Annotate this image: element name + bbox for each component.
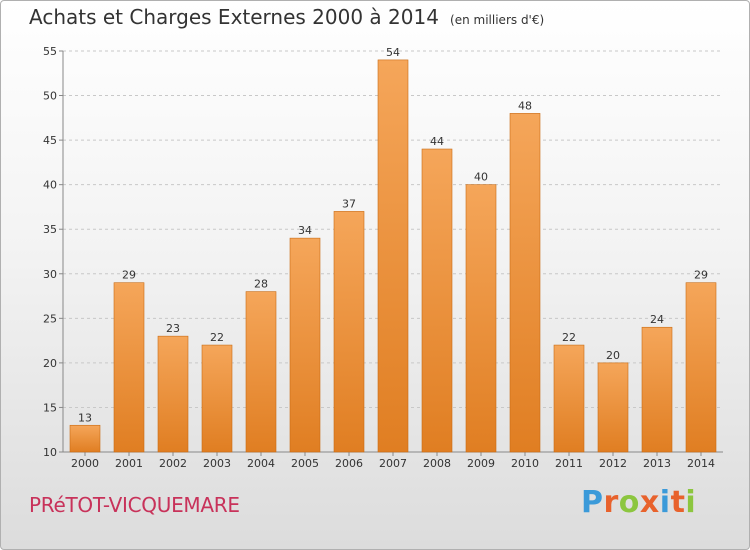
- axis-layer: 10 15 20 25 30 35 40 45 50 55 2000 2001 2002 2003 2004…: [43, 45, 723, 470]
- x-tick-label: 2008: [423, 457, 451, 470]
- logo-letter: i: [685, 485, 697, 520]
- x-tick-label: 2003: [203, 457, 231, 470]
- y-tick-label: 55: [43, 45, 57, 58]
- bar: [553, 344, 585, 453]
- bar-layer: [69, 59, 717, 453]
- data-label: 22: [562, 331, 576, 344]
- bar: [69, 424, 101, 453]
- bar: [201, 344, 233, 453]
- x-tick-label: 2000: [71, 457, 99, 470]
- proxiti-logo: Proxiti: [581, 485, 696, 520]
- y-tick-label: 35: [43, 223, 57, 236]
- logo-letter: r: [603, 485, 619, 520]
- chart-title: Achats et Charges Externes 2000 à 2014: [29, 5, 439, 29]
- data-label: 37: [342, 197, 356, 210]
- data-label: 22: [210, 331, 224, 344]
- logo-letter: P: [581, 485, 604, 520]
- bar: [465, 184, 497, 453]
- logo-letter: i: [659, 485, 671, 520]
- x-tick-label: 2001: [115, 457, 143, 470]
- logo-letter: t: [670, 485, 686, 520]
- y-tick-label: 15: [43, 401, 57, 414]
- bar: [245, 291, 277, 453]
- data-label: 20: [606, 349, 620, 362]
- data-label: 29: [122, 269, 136, 282]
- x-tick-label: 2009: [467, 457, 495, 470]
- data-label: 48: [518, 99, 532, 112]
- bar: [685, 282, 717, 453]
- x-tick-label: 2014: [687, 457, 715, 470]
- data-label: 24: [650, 313, 664, 326]
- y-tick-label: 30: [43, 268, 57, 281]
- bar: [157, 335, 189, 453]
- commune-name: PRéTOT-VICQUEMARE: [29, 493, 240, 517]
- x-tick-label: 2012: [599, 457, 627, 470]
- bar: [641, 326, 673, 453]
- x-tick-label: 2005: [291, 457, 319, 470]
- bar: [421, 148, 453, 453]
- y-tick-label: 20: [43, 357, 57, 370]
- bar: [113, 282, 145, 453]
- x-tick-label: 2004: [247, 457, 275, 470]
- data-label: 44: [430, 135, 444, 148]
- chart-title-block: Achats et Charges Externes 2000 à 2014 (…: [29, 5, 544, 29]
- label-layer: 13 29 23 22 28 34 37 54 44 40 48 22 20 24 29: [78, 46, 708, 424]
- x-tick-label: 2002: [159, 457, 187, 470]
- bar: [289, 237, 321, 453]
- x-tick-label: 2011: [555, 457, 583, 470]
- logo-letter: o: [618, 485, 640, 520]
- x-tick-label: 2006: [335, 457, 363, 470]
- data-label: 54: [386, 46, 400, 59]
- y-tick-label: 40: [43, 179, 57, 192]
- data-label: 29: [694, 269, 708, 282]
- data-label: 34: [298, 224, 312, 237]
- x-tick-label: 2007: [379, 457, 407, 470]
- data-label: 40: [474, 171, 488, 184]
- logo-letter: x: [639, 485, 660, 520]
- bar: [509, 113, 541, 453]
- x-tick-label: 2013: [643, 457, 671, 470]
- data-label: 13: [78, 411, 92, 424]
- bar: [377, 59, 409, 453]
- data-label: 28: [254, 278, 268, 291]
- chart-unit: (en milliers d'€): [450, 13, 545, 27]
- bar: [597, 362, 629, 453]
- bar: [333, 211, 365, 453]
- y-tick-label: 50: [43, 90, 57, 103]
- y-tick-label: 25: [43, 312, 57, 325]
- data-label: 23: [166, 322, 180, 335]
- y-tick-label: 45: [43, 134, 57, 147]
- x-tick-label: 2010: [511, 457, 539, 470]
- y-tick-label: 10: [43, 446, 57, 459]
